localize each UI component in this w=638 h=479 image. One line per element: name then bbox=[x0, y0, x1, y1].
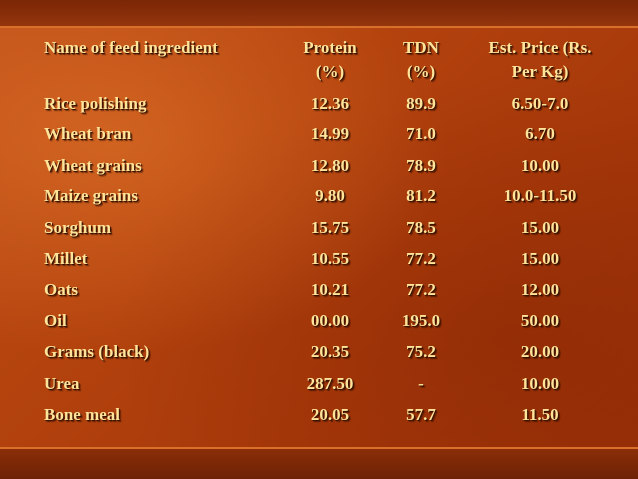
cell-name: Rice polishing bbox=[44, 94, 147, 113]
cell-name: Wheat grains bbox=[44, 156, 142, 175]
cell-protein: 287.50 bbox=[306, 374, 354, 393]
header-price-line1: Est. Price (Rs. bbox=[488, 38, 592, 57]
cell-name: Bone meal bbox=[44, 405, 121, 424]
bottom-band bbox=[0, 449, 638, 479]
cell-protein: 15.75 bbox=[310, 218, 350, 237]
cell-tdn: 57.7 bbox=[406, 405, 436, 424]
cell-protein: 20.35 bbox=[310, 342, 350, 361]
cell-name: Grams (black) bbox=[44, 342, 150, 361]
cell-price: 6.70 bbox=[525, 124, 555, 143]
cell-protein: 14.99 bbox=[310, 124, 350, 143]
cell-tdn: 89.9 bbox=[406, 94, 436, 113]
cell-price: 15.00 bbox=[520, 218, 560, 237]
cell-protein: 12.36 bbox=[310, 94, 350, 113]
cell-name: Oil bbox=[44, 311, 67, 330]
cell-price: 50.00 bbox=[520, 311, 560, 330]
cell-protein: 20.05 bbox=[310, 405, 350, 424]
cell-price: 6.50-7.0 bbox=[511, 94, 569, 113]
cell-name: Oats bbox=[44, 280, 78, 299]
cell-protein: 10.21 bbox=[310, 280, 350, 299]
cell-name: Maize grains bbox=[44, 186, 138, 205]
top-band bbox=[0, 0, 638, 26]
cell-tdn: 81.2 bbox=[406, 186, 436, 205]
header-tdn-line1: TDN bbox=[403, 38, 439, 57]
cell-name: Urea bbox=[44, 374, 80, 393]
header-protein-line2: (%) bbox=[315, 62, 345, 81]
cell-price: 10.00 bbox=[520, 156, 560, 175]
cell-protein: 10.55 bbox=[310, 249, 350, 268]
cell-tdn: 77.2 bbox=[406, 249, 436, 268]
header-tdn-line2: (%) bbox=[406, 62, 436, 81]
cell-tdn: 71.0 bbox=[406, 124, 436, 143]
cell-tdn: 77.2 bbox=[406, 280, 436, 299]
header-price-line2: Per Kg) bbox=[511, 62, 569, 81]
cell-price: 15.00 bbox=[520, 249, 560, 268]
cell-protein: 00.00 bbox=[310, 311, 350, 330]
header-protein-line1: Protein bbox=[303, 38, 357, 57]
cell-protein: 12.80 bbox=[310, 156, 350, 175]
cell-price: 20.00 bbox=[520, 342, 560, 361]
cell-tdn: 78.5 bbox=[406, 218, 436, 237]
cell-name: Wheat bran bbox=[44, 124, 132, 143]
header-name: Name of feed ingredient bbox=[44, 38, 218, 57]
cell-tdn: 75.2 bbox=[406, 342, 436, 361]
top-band-line bbox=[0, 26, 638, 28]
cell-protein: 9.80 bbox=[315, 186, 345, 205]
bottom-band-line bbox=[0, 447, 638, 449]
cell-tdn: 195.0 bbox=[401, 311, 441, 330]
cell-price: 10.00 bbox=[520, 374, 560, 393]
cell-name: Sorghum bbox=[44, 218, 112, 237]
cell-tdn: - bbox=[418, 374, 424, 393]
cell-tdn: 78.9 bbox=[406, 156, 436, 175]
cell-price: 11.50 bbox=[521, 405, 559, 424]
cell-price: 12.00 bbox=[520, 280, 560, 299]
cell-name: Millet bbox=[44, 249, 88, 268]
cell-price: 10.0-11.50 bbox=[503, 186, 577, 205]
